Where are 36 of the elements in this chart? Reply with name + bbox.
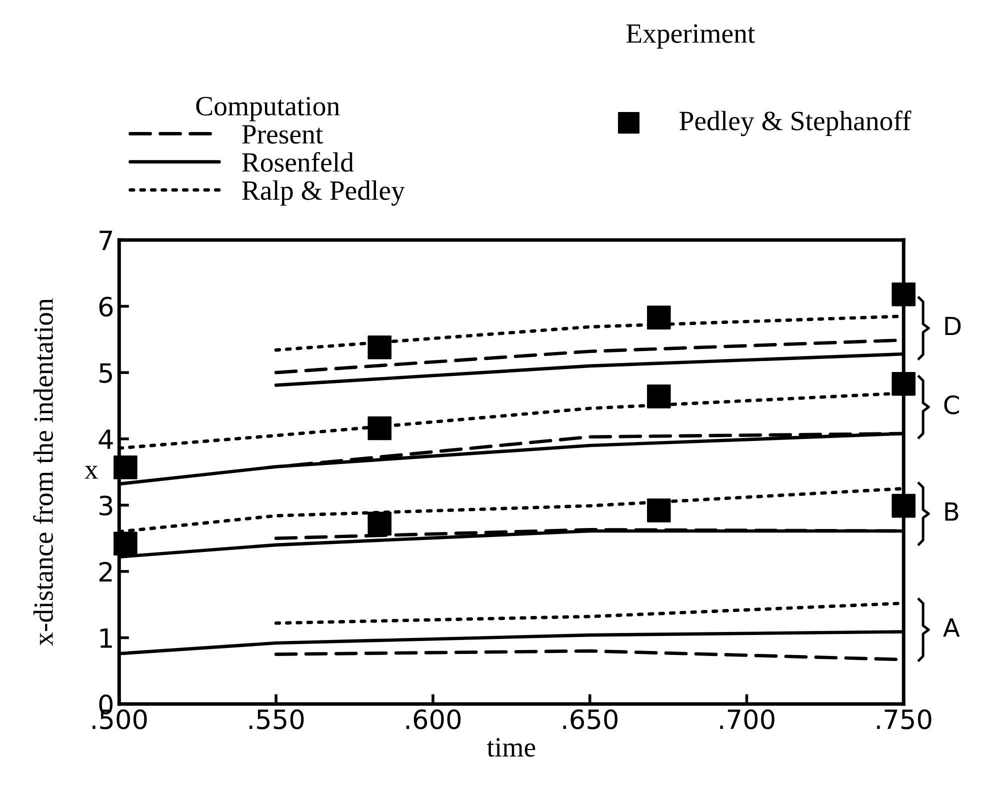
text: A — [943, 618, 960, 637]
y-tick-label: 5 — [100, 363, 112, 383]
point — [368, 335, 392, 360]
y-tick-label: 3 — [100, 496, 112, 516]
point — [892, 494, 916, 518]
point — [892, 282, 916, 306]
text: x — [84, 466, 98, 479]
legend-title: Computation — [196, 96, 340, 122]
y-tick-label: 1 — [100, 628, 112, 648]
point — [114, 532, 138, 556]
y-tick-label: 6 — [99, 296, 113, 317]
x-tick-label: .600 — [406, 709, 461, 730]
x-axis-title: time — [486, 738, 536, 757]
legend-label: Pedley & Stephanoff — [680, 110, 912, 136]
point — [368, 416, 392, 440]
point — [368, 512, 392, 536]
y-tick-label: 4 — [98, 430, 113, 449]
point — [646, 384, 671, 408]
text: Experiment — [626, 24, 756, 49]
y-tick-label: 7 — [100, 230, 112, 250]
legend-label: Ralp & Pedley — [242, 180, 405, 206]
point — [114, 455, 138, 480]
y-axis-title: x-distance from the indentation — [33, 298, 53, 646]
point — [646, 306, 671, 330]
y-tick-label: 2 — [99, 562, 112, 582]
x-tick-label: .550 — [249, 709, 304, 730]
point — [646, 498, 671, 522]
x-tick-label: .700 — [720, 709, 774, 730]
legend-label: Rosenfeld — [242, 152, 354, 172]
x-tick-label: .650 — [563, 709, 618, 730]
text: D — [945, 316, 961, 336]
legend-label: Present — [242, 125, 323, 144]
x-tick-label: .750 — [877, 709, 932, 730]
text: C — [944, 395, 959, 414]
text: B — [945, 502, 958, 521]
point — [892, 372, 916, 396]
